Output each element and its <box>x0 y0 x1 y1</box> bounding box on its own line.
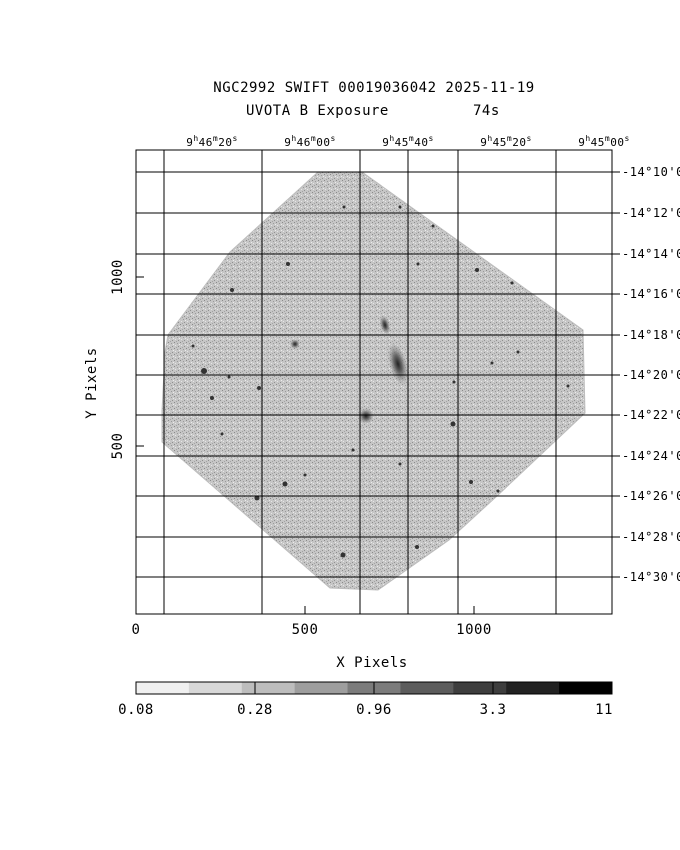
ra-tick-label: 9h45m20s <box>480 134 532 149</box>
colorbar-segment <box>188 682 243 694</box>
exposure-time: 74s <box>473 103 500 119</box>
dec-tick-label: -14°28'0 <box>622 530 680 544</box>
x-axis-label: X Pixels <box>336 655 408 671</box>
dec-tick-label: -14°24'0 <box>622 449 680 463</box>
x-tick-label: 0 <box>131 622 141 638</box>
colorbar-tick-label: 3.3 <box>479 702 507 718</box>
y-tick-label: 500 <box>110 432 126 460</box>
ra-tick-label: 9h45m00s <box>578 134 630 149</box>
x-tick-label: 1000 <box>456 622 492 638</box>
colorbar-segment <box>136 682 190 694</box>
dec-tick-label: -14°14'0 <box>622 247 680 261</box>
colorbar-segment <box>400 682 454 694</box>
colorbar-tick-label: 0.28 <box>237 702 273 718</box>
dec-tick-label: -14°20'0 <box>622 368 680 382</box>
bright-source <box>358 408 374 424</box>
point-sources <box>191 205 570 558</box>
coordinate-grid <box>136 150 612 614</box>
exposure-footprint <box>161 171 586 591</box>
ra-tick-label: 9h46m20s <box>186 134 238 149</box>
dec-tick-label: -14°10'0 <box>622 165 680 179</box>
image-subtitle: UVOTA B Exposure <box>246 103 389 119</box>
dec-tick-label: -14°26'0 <box>622 489 680 503</box>
colorbar-tick-label: 11 <box>595 702 613 718</box>
dec-tick-label: -14°18'0 <box>622 328 680 342</box>
colorbar-segment <box>506 682 560 694</box>
dec-tick-label: -14°16'0 <box>622 287 680 301</box>
dec-tick-label: -14°22'0 <box>622 408 680 422</box>
colorbar-segment <box>241 682 296 694</box>
dec-tick-label: -14°30'0 <box>622 570 680 584</box>
ra-tick-label: 9h46m00s <box>284 134 336 149</box>
colorbar-tick-label: 0.08 <box>118 702 154 718</box>
image-title: NGC2992 SWIFT 00019036042 2025-11-19 <box>213 80 535 96</box>
y-axis-label: Y Pixels <box>84 347 100 419</box>
colorbar <box>136 682 613 694</box>
colorbar-segment <box>453 682 507 694</box>
colorbar-ticks <box>254 682 494 694</box>
dec-tick-label: -14°12'0 <box>622 206 680 220</box>
colorbar-segment <box>294 682 349 694</box>
axis-ticks <box>135 171 620 614</box>
plot-frame <box>135 149 613 615</box>
y-tick-label: 1000 <box>110 259 126 295</box>
x-tick-label: 500 <box>291 622 319 638</box>
galaxy-companion <box>379 315 391 335</box>
colorbar-segment <box>559 682 613 694</box>
colorbar-tick-label: 0.96 <box>356 702 392 718</box>
ra-tick-label: 9h45m40s <box>382 134 434 149</box>
